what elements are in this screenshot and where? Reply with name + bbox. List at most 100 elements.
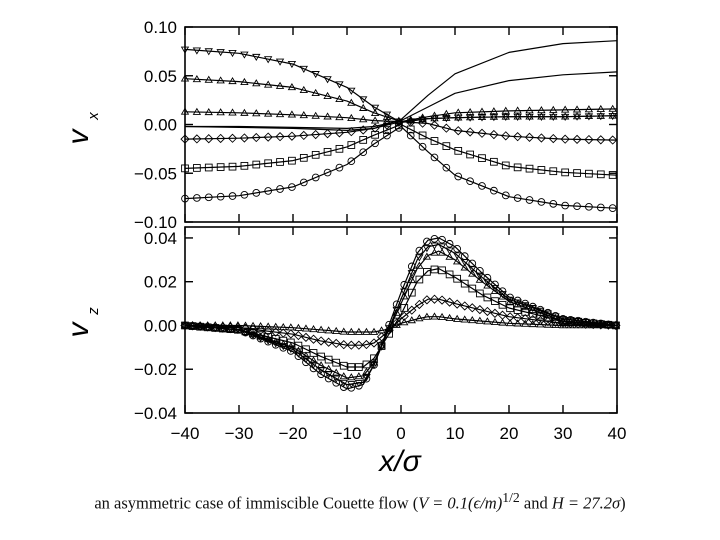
vx-y-tick-label: −0.10 — [134, 213, 177, 232]
vz-data-point-diamond — [399, 311, 409, 321]
vx-data-point-square — [347, 141, 356, 149]
vz-data-point-triangle — [505, 319, 515, 327]
vx-data-point-square — [573, 169, 581, 177]
vx-data-point-triangle-up — [323, 91, 332, 100]
vx-data-point-triangle — [263, 109, 273, 117]
vz-data-point-square — [581, 319, 590, 327]
vx-data-point-square — [311, 150, 320, 159]
vz-data-point-square — [400, 304, 409, 312]
x-tick-label: −40 — [171, 424, 200, 443]
vx-data-point-circle — [585, 202, 593, 211]
vz-data-point-triangle — [581, 321, 590, 329]
vx-data-point-diamond — [548, 133, 558, 144]
x-tick-label: 0 — [396, 424, 405, 443]
vz-data-point-triangle — [460, 315, 469, 323]
vz-data-point-triangle — [362, 327, 371, 335]
vx-data-point-circle — [596, 203, 605, 212]
vx-data-point-triangle — [299, 111, 308, 119]
vx-data-point-triangle — [477, 107, 487, 115]
vx-data-point-diamond — [453, 126, 463, 136]
vz-data-point-triangle-down — [521, 302, 530, 310]
vz-data-point-triangle — [203, 321, 212, 329]
vx-data-point-diamond — [465, 127, 475, 137]
vz-axis-title-main: v — [62, 321, 95, 338]
vz-data-point-triangle — [483, 317, 492, 325]
vz-data-point-diamond — [528, 314, 538, 325]
vx-data-point-circle — [525, 196, 534, 204]
vx-data-point-triangle — [442, 109, 451, 117]
vx-data-point-circle — [264, 187, 273, 195]
vx-data-point-diamond — [501, 131, 511, 141]
vz-data-point-triangle-down — [475, 272, 485, 280]
vz-axis-title-sub: z — [85, 307, 102, 316]
vz-data-point-triangle-up — [422, 252, 432, 260]
vz-data-point-diamond — [505, 312, 515, 322]
vz-data-point-circle — [317, 370, 325, 379]
vx-data-point-triangle-up — [192, 75, 202, 83]
vz-data-point-diamond — [301, 332, 311, 343]
vz-data-point-diamond — [376, 332, 387, 342]
vx-y-tick-label: 0.00 — [144, 116, 177, 135]
vz-data-point-triangle-up — [445, 252, 454, 260]
vz-data-point-diamond — [444, 297, 455, 307]
vz-data-point-diamond — [482, 306, 493, 317]
vz-data-point-triangle — [301, 324, 311, 332]
vz-data-point-triangle-up — [271, 337, 280, 345]
caption-v-exponent: 1/2 — [502, 490, 520, 505]
vx-data-point-triangle-up — [240, 77, 249, 86]
vx-panel: 0.10 0.05 0.00 −0.05 −0.10 — [134, 18, 618, 232]
figure-caption: an asymmetric case of immiscible Couette… — [0, 490, 720, 514]
vz-data-point-triangle — [551, 320, 560, 328]
vx-data-point-circle — [299, 178, 308, 187]
vx-axis-title-sub: x — [85, 112, 102, 121]
x-tick-label: 30 — [554, 424, 573, 443]
vx-data-point-triangle-up — [299, 85, 308, 94]
vx-data-point-circle — [561, 201, 570, 210]
vz-data-point-triangle-down — [347, 381, 356, 389]
vz-data-point-triangle-up — [528, 305, 537, 313]
vx-data-point-triangle — [525, 106, 534, 114]
vx-y-tick-label: −0.05 — [134, 164, 177, 183]
vz-data-point-triangle-down — [407, 270, 416, 278]
vx-data-point-square — [359, 136, 368, 144]
vx-data-point-square — [585, 169, 593, 178]
vz-data-point-triangle-up — [407, 275, 416, 284]
vz-data-point-triangle-up — [483, 281, 492, 289]
vz-data-point-triangle — [573, 321, 583, 329]
vz-data-point-triangle-down — [468, 265, 477, 273]
vz-data-point-square — [536, 311, 545, 320]
x-tick-label: −20 — [279, 424, 308, 443]
vx-data-point-triangle — [560, 105, 570, 113]
vz-data-point-circle — [339, 383, 348, 391]
vz-data-point-triangle — [263, 322, 273, 330]
vz-data-point-triangle-down — [362, 374, 371, 382]
vz-data-point-circle — [415, 246, 424, 255]
vx-data-point-triangle — [311, 111, 320, 119]
vz-data-point-diamond — [596, 320, 606, 330]
vz-data-point-triangle — [475, 316, 485, 324]
vz-data-point-triangle-down — [513, 299, 522, 307]
vx-series-line-5 — [184, 125, 618, 209]
vx-data-point-triangle-up — [263, 80, 273, 88]
vz-data-point-triangle-up — [324, 364, 333, 372]
vx-data-point-triangle-up — [370, 108, 380, 116]
vz-data-point-triangle — [309, 325, 318, 333]
vz-data-point-triangle — [528, 319, 537, 328]
vx-data-point-diamond — [216, 133, 226, 144]
vz-data-point-square — [438, 266, 446, 275]
vz-data-point-triangle — [347, 327, 356, 335]
vz-data-point-triangle — [241, 321, 250, 329]
vz-data-point-square — [491, 297, 499, 305]
vz-data-point-triangle-up — [263, 335, 273, 343]
vx-data-point-circle — [466, 177, 474, 186]
vx-data-point-square — [335, 144, 344, 153]
vz-data-point-square — [475, 289, 484, 298]
vx-data-point-square — [252, 160, 261, 169]
vz-data-point-triangle — [294, 323, 303, 331]
vx-data-point-diamond — [251, 132, 261, 143]
vz-data-point-triangle — [316, 325, 326, 333]
vx-data-point-diamond — [334, 128, 345, 138]
vz-data-point-square — [415, 275, 424, 284]
vx-y-tick-label: 0.10 — [144, 18, 177, 37]
vz-data-point-triangle-up — [551, 314, 560, 322]
